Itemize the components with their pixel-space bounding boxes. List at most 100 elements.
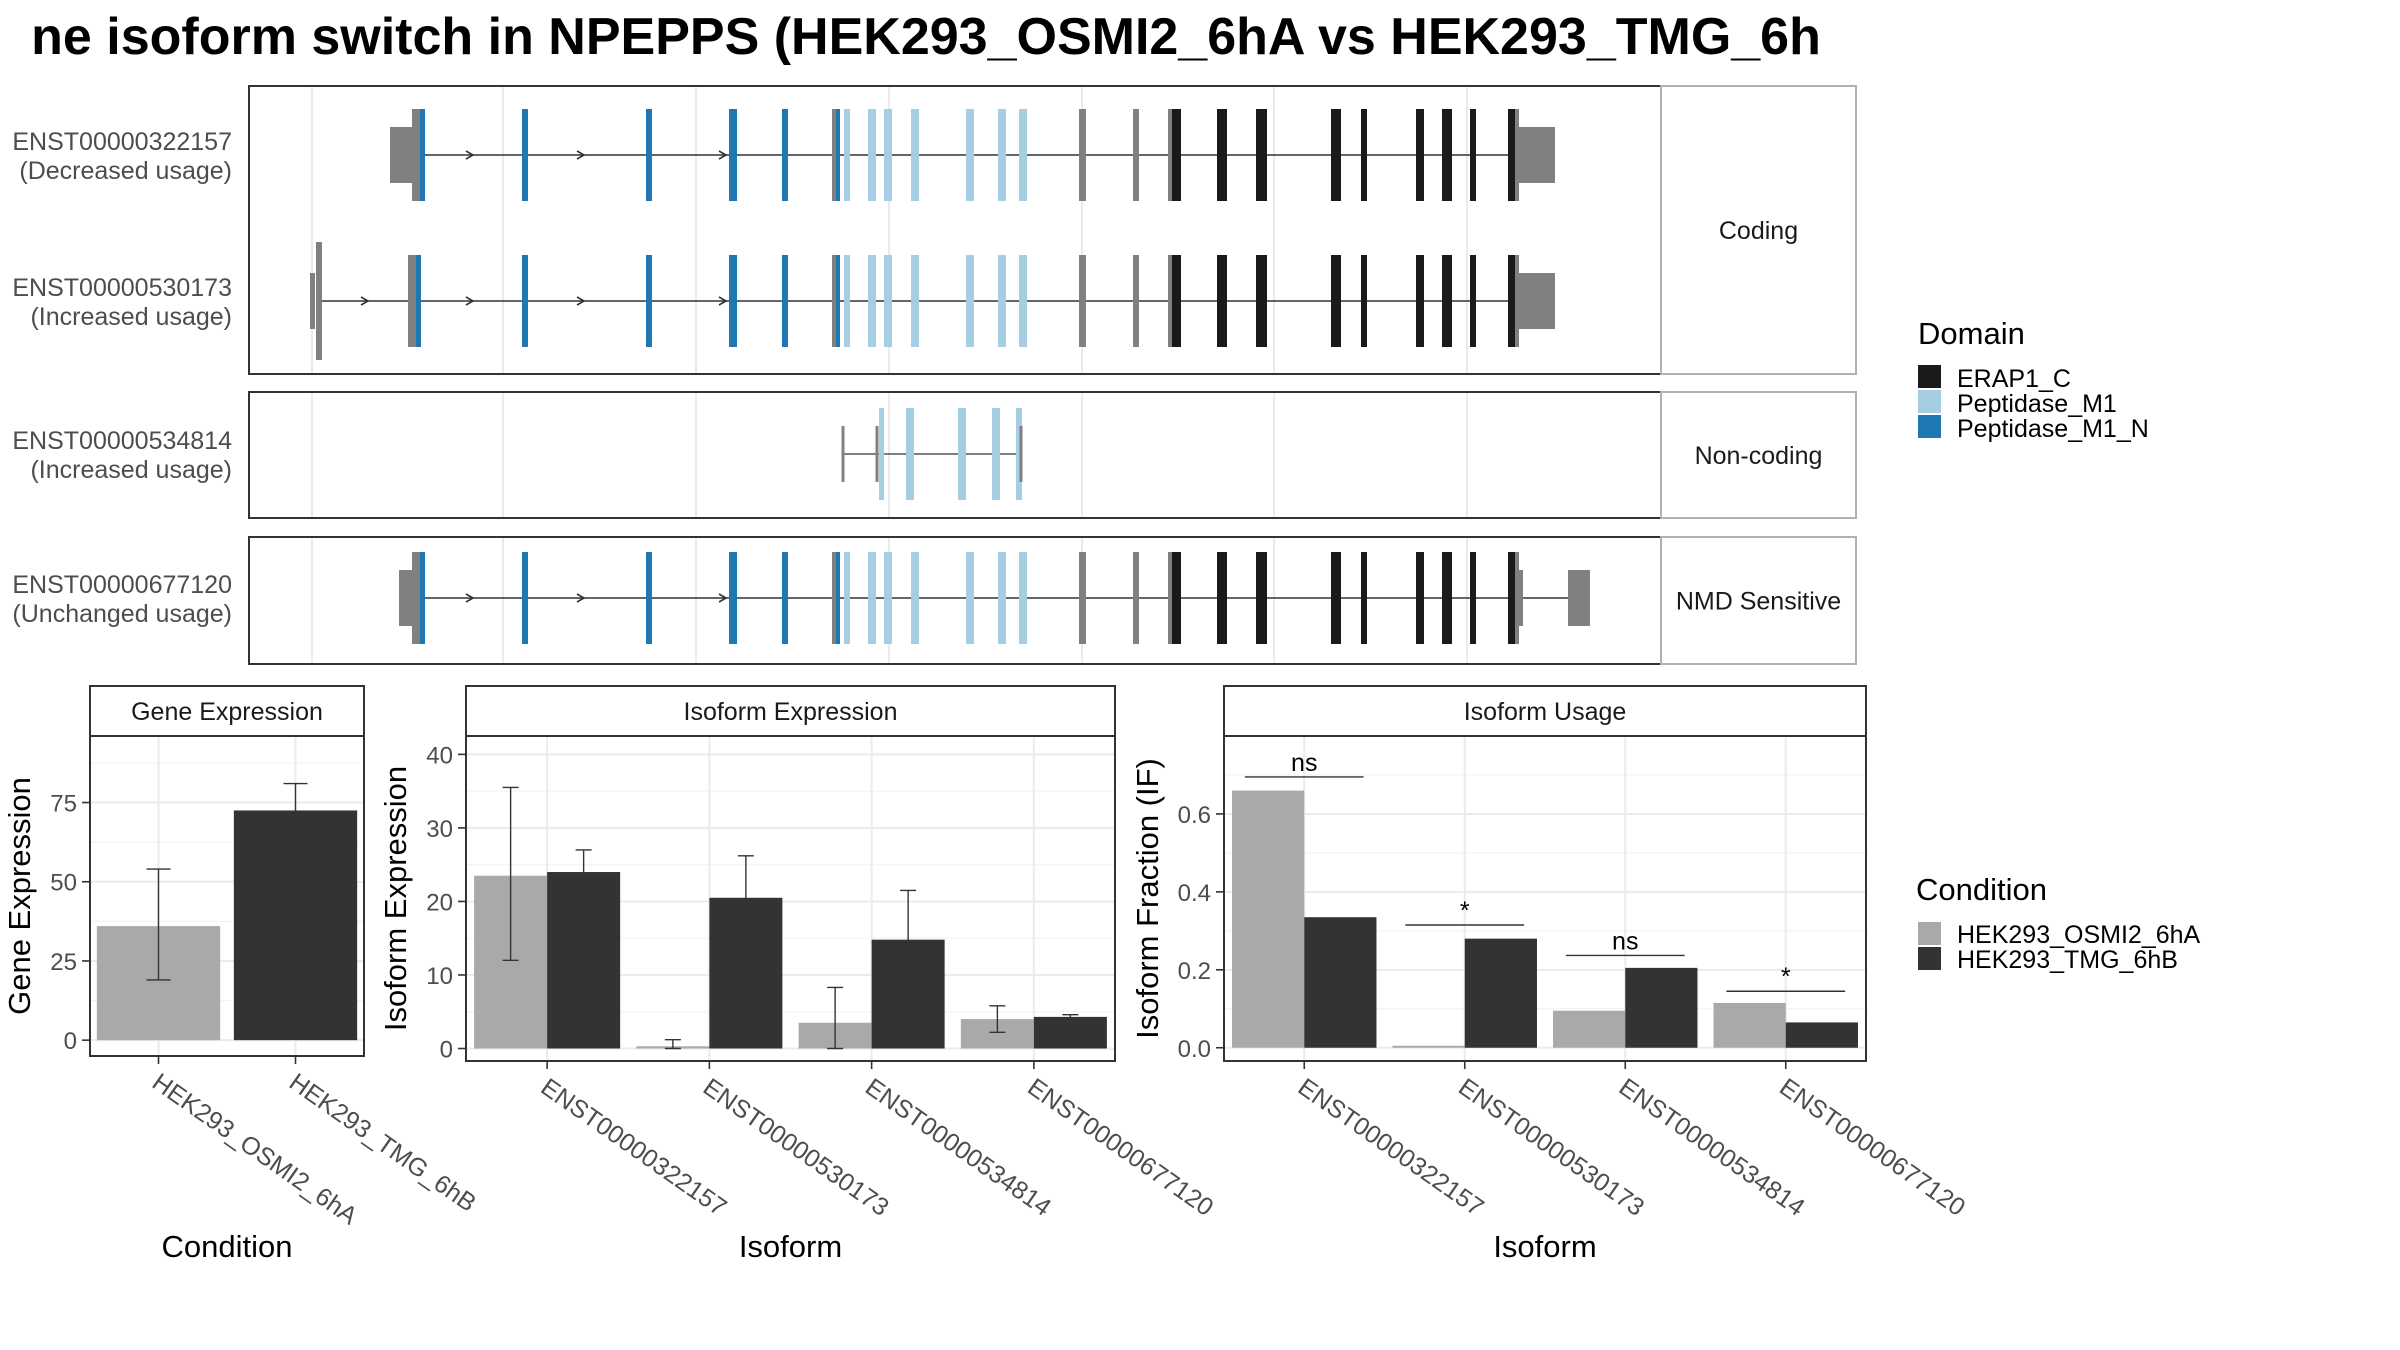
exon [992, 408, 1000, 500]
exon [782, 255, 788, 347]
exon [1470, 552, 1476, 644]
legend-label: Peptidase_M1 [1957, 390, 2117, 418]
exon [1508, 109, 1515, 201]
significance-label: ns [1612, 927, 1638, 955]
exon [1133, 552, 1139, 644]
x-axis-title: Isoform [739, 1229, 842, 1264]
panel-strip [89, 685, 365, 737]
legend-title: Domain [1918, 316, 2025, 351]
transcript-usage-label: (Decreased usage) [19, 157, 232, 185]
exon [1168, 255, 1172, 347]
y-tick-label: 75 [50, 791, 77, 818]
x-axis-title: Isoform [1493, 1229, 1596, 1264]
exon [1416, 552, 1424, 644]
isoform-expression-chart: Isoform Expression010203040ENST000003221… [378, 685, 1218, 1264]
exon [1171, 255, 1181, 347]
direction-arrow [465, 593, 475, 603]
bar [1033, 1016, 1107, 1049]
bar [1232, 790, 1305, 1048]
bar [547, 872, 621, 1049]
exon [911, 255, 919, 347]
exon [998, 552, 1006, 644]
transcript-usage-label: (Increased usage) [30, 303, 232, 331]
y-tick-label: 40 [426, 742, 453, 769]
exon [1016, 408, 1022, 500]
direction-arrow [718, 296, 728, 306]
facet-background [249, 537, 1661, 664]
plot-border [89, 735, 365, 1057]
exon [884, 552, 892, 644]
isoform-usage-chart: Isoform Usagens*ns*0.00.20.40.6ENST00000… [1130, 685, 1970, 1264]
exon [1019, 255, 1027, 347]
direction-arrow [576, 593, 586, 603]
exon [1019, 109, 1027, 201]
facet-strip [1660, 391, 1857, 519]
y-tick-label: 0 [440, 1037, 453, 1064]
transcript-id-label: ENST00000322157 [12, 128, 232, 156]
y-tick-label: 25 [50, 949, 77, 976]
y-tick-label: 30 [426, 816, 453, 843]
figure-title: ne isoform switch in NPEPPS (HEK293_OSMI… [31, 8, 1821, 66]
exon [1217, 109, 1227, 201]
panel-strip [465, 685, 1116, 737]
exon [729, 255, 737, 347]
exon [1079, 109, 1086, 201]
direction-arrow [718, 150, 728, 160]
exon [1361, 255, 1367, 347]
transcript-id-label: ENST00000534814 [12, 427, 232, 455]
exon [1256, 255, 1267, 347]
plot-border [1223, 735, 1867, 1062]
facet-strip [1660, 85, 1857, 375]
exon [998, 255, 1006, 347]
facet-background [249, 392, 1661, 518]
exon [958, 408, 966, 500]
exon [522, 109, 528, 201]
legend-key [1918, 365, 1941, 388]
panel-title: Gene Expression [131, 698, 323, 726]
exon [1331, 109, 1341, 201]
exon [1442, 552, 1452, 644]
legend-label: Peptidase_M1_N [1957, 415, 2149, 443]
y-tick-label: 20 [426, 889, 453, 916]
legend-label: HEK293_OSMI2_6hA [1957, 921, 2201, 949]
legend-label: HEK293_TMG_6hB [1957, 946, 2178, 974]
legend-key [1918, 922, 1941, 945]
bar [1713, 1002, 1786, 1048]
utr-exon [1568, 570, 1590, 626]
exon-domain [836, 552, 840, 644]
utr-exon [310, 273, 315, 329]
facet-strip [1660, 536, 1857, 665]
exon-domain [420, 109, 425, 201]
y-tick-label: 0.6 [1178, 802, 1211, 829]
exon [1079, 552, 1086, 644]
exon [1442, 109, 1452, 201]
exon [1256, 109, 1267, 201]
exon [646, 255, 652, 347]
legend-key [1918, 415, 1941, 438]
exon [884, 255, 892, 347]
exon [522, 255, 528, 347]
exon-domain [836, 255, 840, 347]
significance-label: * [1781, 963, 1791, 991]
exon [884, 109, 892, 201]
exon [408, 255, 416, 347]
panel-strip [1223, 685, 1867, 737]
direction-arrow [465, 150, 475, 160]
exon [1331, 552, 1341, 644]
transcript-usage-label: (Increased usage) [30, 456, 232, 484]
exon [1256, 552, 1267, 644]
exon [1171, 109, 1181, 201]
direction-arrow [718, 593, 728, 603]
transcript-id-label: ENST00000530173 [12, 274, 232, 302]
exon [646, 109, 652, 201]
exon [844, 255, 850, 347]
exon [1331, 255, 1341, 347]
utr-exon [1515, 127, 1555, 183]
exon [1470, 255, 1476, 347]
exon [844, 109, 850, 201]
transcript-structure-panel: Coding Non-coding NMD Sensitive ENST0000032… [12, 85, 1857, 665]
y-tick-label: 50 [50, 870, 77, 897]
significance-label: * [1460, 897, 1470, 925]
